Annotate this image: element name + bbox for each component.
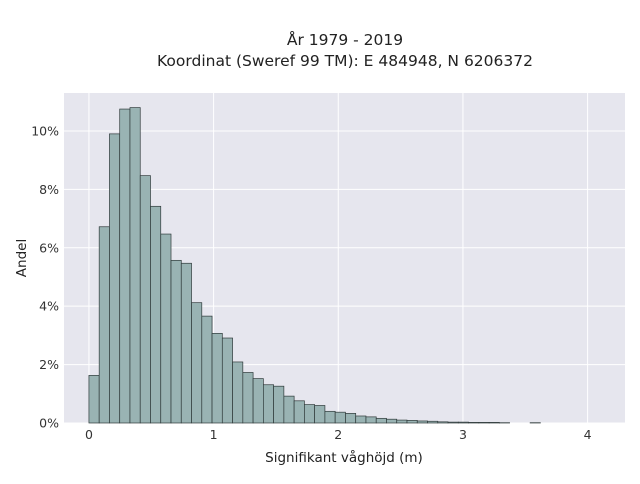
x-tick-label-2: 2 xyxy=(334,427,342,442)
y-tick-label-5: 10% xyxy=(31,123,59,138)
y-axis-label: Andel xyxy=(14,239,30,277)
histogram-bar-8 xyxy=(171,260,181,423)
x-tick-label-3: 3 xyxy=(459,427,467,442)
histogram-bar-23 xyxy=(325,411,335,423)
x-tick-label-1: 1 xyxy=(210,427,218,442)
histogram-bar-31 xyxy=(407,420,417,423)
histogram-bar-1 xyxy=(99,227,109,423)
histogram-bar-38 xyxy=(479,422,489,423)
histogram-bar-19 xyxy=(284,396,294,423)
y-tick-label-0: 0% xyxy=(39,416,59,431)
histogram-bar-30 xyxy=(397,420,407,423)
histogram-bar-26 xyxy=(356,416,366,423)
x-tick-label-4: 4 xyxy=(584,427,592,442)
histogram-bar-39 xyxy=(489,422,499,423)
histogram-bar-4 xyxy=(130,108,140,423)
histogram-bar-37 xyxy=(469,422,479,423)
histogram-bar-28 xyxy=(376,418,386,423)
histogram-bar-20 xyxy=(294,401,304,423)
x-tick-label-0: 0 xyxy=(85,427,93,442)
histogram-bar-13 xyxy=(222,338,232,423)
y-tick-label-1: 2% xyxy=(39,357,59,372)
histogram-bar-12 xyxy=(212,333,222,423)
y-tick-label-3: 6% xyxy=(39,240,59,255)
x-axis-label: Signifikant våghöjd (m) xyxy=(265,449,423,466)
histogram-bar-25 xyxy=(345,413,355,423)
histogram-bar-2 xyxy=(109,134,119,423)
chart-title-line-1: År 1979 - 2019 xyxy=(287,30,403,49)
histogram-bar-36 xyxy=(458,422,468,423)
histogram-bar-35 xyxy=(448,422,458,423)
histogram-bar-16 xyxy=(253,379,263,423)
histogram-bar-22 xyxy=(315,405,325,423)
histogram-bar-34 xyxy=(438,422,448,423)
histogram-bar-24 xyxy=(335,412,345,423)
histogram-bar-7 xyxy=(161,234,171,423)
histogram-bar-18 xyxy=(274,386,284,423)
histogram-bar-14 xyxy=(233,362,243,423)
histogram-bar-11 xyxy=(202,316,212,423)
chart-title-line-2: Koordinat (Sweref 99 TM): E 484948, N 62… xyxy=(157,52,533,70)
histogram-bar-29 xyxy=(386,419,396,423)
histogram-bar-21 xyxy=(304,405,314,423)
histogram-bar-9 xyxy=(181,263,191,423)
histogram-bar-27 xyxy=(366,417,376,423)
histogram-bar-3 xyxy=(120,109,130,423)
histogram-bar-5 xyxy=(140,176,150,423)
histogram-bar-10 xyxy=(192,303,202,423)
histogram-bar-15 xyxy=(243,372,253,423)
histogram-bar-6 xyxy=(150,206,160,423)
histogram-bar-17 xyxy=(263,385,273,423)
histogram-bar-0 xyxy=(89,375,99,423)
histogram-bar-32 xyxy=(417,421,427,423)
y-tick-label-4: 8% xyxy=(39,182,59,197)
y-tick-label-2: 4% xyxy=(39,299,59,314)
histogram-bar-33 xyxy=(428,421,438,423)
